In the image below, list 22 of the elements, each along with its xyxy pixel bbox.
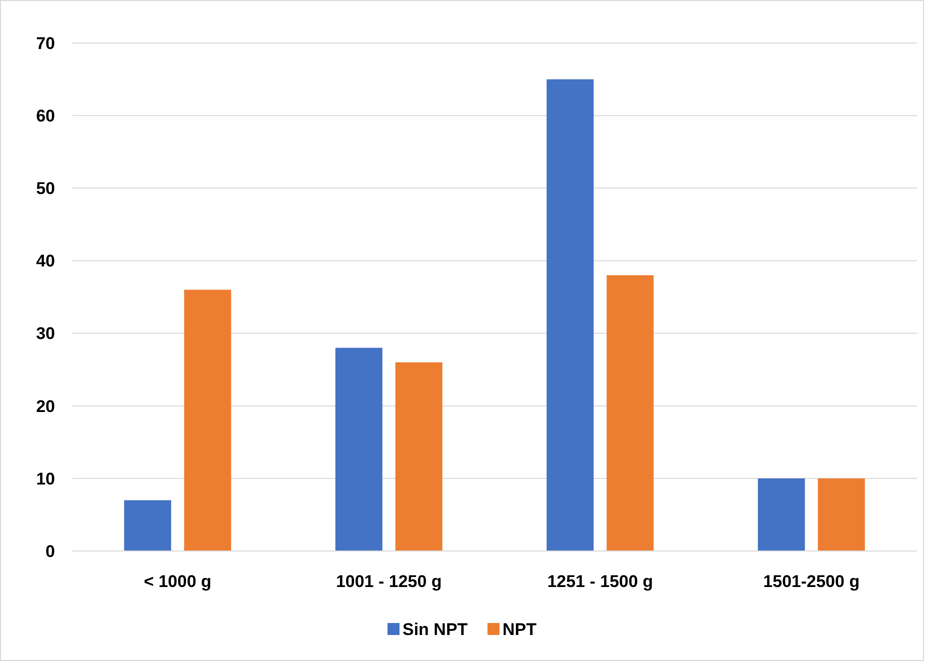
- bar: [818, 478, 865, 551]
- y-tick-label: 50: [36, 179, 55, 198]
- y-tick-label: 60: [36, 106, 55, 126]
- y-tick-label: 70: [36, 34, 55, 53]
- bar: [758, 478, 805, 551]
- x-tick-label: < 1000 g: [144, 572, 212, 591]
- y-tick-label: 0: [46, 542, 55, 561]
- bar: [606, 275, 654, 551]
- bar: [546, 79, 594, 551]
- x-tick-label: 1251 - 1500 g: [547, 572, 654, 591]
- y-tick-label: 10: [36, 469, 55, 488]
- bar: [124, 500, 172, 551]
- bar: [335, 348, 382, 551]
- bar: [184, 290, 232, 551]
- bar: [395, 362, 442, 551]
- y-tick-label: 40: [36, 252, 55, 271]
- legend-label: Sin NPT: [402, 620, 468, 639]
- x-tick-label: 1001 - 1250 g: [336, 572, 442, 591]
- y-tick-label: 20: [36, 396, 55, 416]
- y-tick-label: 30: [36, 324, 55, 344]
- legend-label: NPT: [502, 620, 538, 639]
- x-tick-label: 1501-2500 g: [763, 572, 860, 591]
